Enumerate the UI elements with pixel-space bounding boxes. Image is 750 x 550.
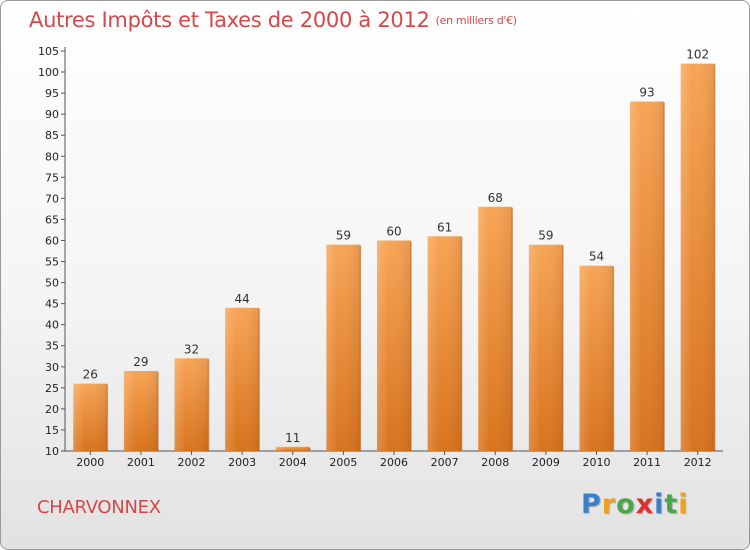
x-tick-label: 2005 xyxy=(329,456,357,469)
y-tick-label: 15 xyxy=(45,424,59,437)
chart-title: Autres Impôts et Taxes de 2000 à 2012 (en… xyxy=(29,8,517,32)
bar-shade xyxy=(528,244,563,451)
bar-value-label: 32 xyxy=(184,342,199,356)
logo-letter: P xyxy=(581,489,602,520)
bar-shade xyxy=(73,383,108,451)
proxiti-logo: Proxiti xyxy=(581,489,689,520)
x-tick-label: 2007 xyxy=(431,456,459,469)
y-tick-label: 100 xyxy=(38,66,59,79)
x-tick-label: 2000 xyxy=(76,456,104,469)
bar-value-label: 68 xyxy=(488,191,503,205)
x-tick-label: 2011 xyxy=(633,456,661,469)
y-tick-label: 35 xyxy=(45,340,59,353)
bar-shade xyxy=(275,446,310,451)
x-tick-label: 2006 xyxy=(380,456,408,469)
y-tick-label: 60 xyxy=(45,234,59,247)
x-tick-label: 2008 xyxy=(481,456,509,469)
y-tick-label: 65 xyxy=(45,213,59,226)
bar-shade xyxy=(427,236,462,451)
bar-value-label: 26 xyxy=(83,368,98,382)
y-tick-label: 40 xyxy=(45,319,59,332)
bar-value-label: 102 xyxy=(686,48,709,62)
bar-shade xyxy=(680,63,715,451)
x-tick-label: 2003 xyxy=(228,456,256,469)
logo-letter: o xyxy=(616,489,636,520)
y-tick-label: 75 xyxy=(45,171,59,184)
bar-value-label: 60 xyxy=(386,224,401,238)
y-tick-label: 90 xyxy=(45,108,59,121)
bar-value-label: 29 xyxy=(133,355,148,369)
logo-letter: t xyxy=(664,489,679,520)
bar-shade xyxy=(377,240,411,451)
y-tick-label: 10 xyxy=(45,445,59,458)
bar-value-label: 93 xyxy=(639,86,654,100)
bar-shade xyxy=(478,206,513,451)
logo-letter: i xyxy=(678,489,689,520)
x-tick-label: 2012 xyxy=(684,456,712,469)
bar-shade xyxy=(225,307,260,451)
chart-title-text: Autres Impôts et Taxes de 2000 à 2012 xyxy=(29,8,430,32)
x-tick-label: 2009 xyxy=(532,456,560,469)
y-tick-label: 95 xyxy=(45,87,59,100)
bar-shade xyxy=(174,358,209,451)
bar-shade xyxy=(579,265,614,451)
y-tick-label: 80 xyxy=(45,150,59,163)
logo-letter: i xyxy=(654,489,665,520)
logo-letter: r xyxy=(601,489,617,520)
bar-value-label: 54 xyxy=(589,250,604,264)
bar-value-label: 44 xyxy=(235,292,250,306)
y-tick-label: 85 xyxy=(45,129,59,142)
bar-value-label: 59 xyxy=(336,229,351,243)
bar-value-label: 11 xyxy=(285,431,300,445)
y-tick-label: 50 xyxy=(45,277,59,290)
bar-shade xyxy=(630,101,665,452)
y-tick-label: 105 xyxy=(38,45,59,58)
bar-value-label: 61 xyxy=(437,220,452,234)
x-tick-label: 2010 xyxy=(582,456,610,469)
bar-shade xyxy=(326,244,361,451)
logo-letter: x xyxy=(635,489,655,520)
y-tick-label: 30 xyxy=(45,361,59,374)
unit-note: (en milliers d'€) xyxy=(435,14,517,27)
x-tick-label: 2001 xyxy=(127,456,155,469)
x-tick-label: 2002 xyxy=(178,456,206,469)
y-tick-label: 70 xyxy=(45,192,59,205)
bar-value-label: 59 xyxy=(538,229,553,243)
bar-shade xyxy=(123,371,158,451)
y-tick-label: 45 xyxy=(45,298,59,311)
y-tick-label: 55 xyxy=(45,256,59,269)
y-tick-label: 20 xyxy=(45,403,59,416)
x-tick-label: 2004 xyxy=(279,456,307,469)
commune-name: CHARVONNEX xyxy=(37,497,161,518)
y-tick-label: 25 xyxy=(45,382,59,395)
